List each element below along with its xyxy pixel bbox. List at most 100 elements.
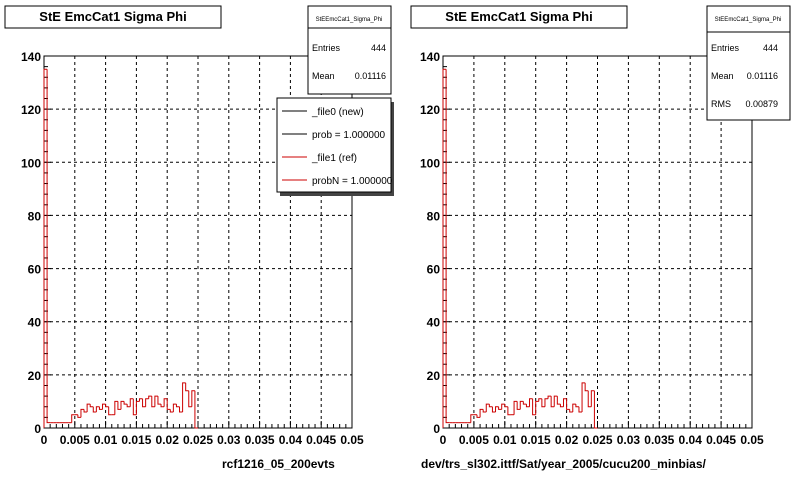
histogram-bin [544,398,549,407]
histogram-bin [194,390,198,429]
right-stats-entries-value: 444 [763,43,778,53]
x-tick-label: 0.04 [279,433,303,447]
histogram-bin [522,401,527,405]
left-stats-box [307,5,392,95]
histogram-bin [516,401,521,410]
histogram-bin [89,404,94,408]
legend-entry-3: probN = 1.000000 [312,176,393,187]
histogram-bin [163,398,168,407]
right-plot-area: 0 0.005 0.01 0.015 0.02 0.025 0.03 0.035 0.04 0.0… [420,50,764,447]
y-tick-label: 80 [427,209,441,223]
left-stats-entries-value: 444 [371,43,386,53]
y-tick-label: 140 [420,50,440,64]
histogram-bin [188,390,192,408]
histogram-bin [151,396,155,408]
legend-entry-0: _file0 (new) [311,107,364,118]
histogram-bin [135,400,140,415]
histogram-bin [46,69,51,424]
histogram-bin [519,400,524,410]
histogram-bin [504,404,508,408]
histogram-bin [578,406,583,413]
y-tick-label: 100 [420,156,440,170]
histogram-bin [513,400,518,415]
histogram-bin [157,396,162,405]
histogram-bin [169,409,174,413]
x-tick-label: 0.025 [183,433,213,447]
histogram-bin [83,409,88,413]
histogram-bin [532,398,536,416]
histogram-bin [584,382,589,392]
histogram-bin [590,390,595,407]
x-tick-label: 0.015 [121,433,151,447]
histogram-bin [102,403,106,410]
x-tick-label: 0.02 [156,433,180,447]
y-tick-label: 0 [34,422,41,436]
histogram-bin [563,398,567,407]
x-tick-label: 0.05 [740,433,764,447]
x-tick-label: 0.005 [60,433,90,447]
histogram-bin [442,68,447,428]
histogram-bin [43,68,48,428]
histogram-bin [172,403,177,413]
histogram-bin [556,396,561,405]
histogram-bin [175,404,180,408]
y-tick-label: 140 [21,50,41,64]
right-panel: StE EmcCat1 Sigma Phi 0 0.005 0.01 0.015 0.0… [410,5,791,471]
right-stats-name: StEEmcCat1_Sigma_Phi [715,17,782,23]
y-tick-label: 20 [28,369,42,383]
histogram-bin [114,400,118,415]
y-tick-label: 80 [28,209,42,223]
histogram-bin [138,398,143,402]
right-stats-box [706,5,791,121]
histogram-bin [488,404,493,408]
right-stats-mean-value: 0.01116 [747,71,778,81]
histogram-bin [117,401,121,410]
left-stats-name: StEEmcCat1_Sigma_Phi [316,17,383,23]
histogram-bin [71,414,75,423]
x-tick-label: 0.045 [706,433,736,447]
histogram-bin [123,401,128,405]
histogram-bin [129,398,134,407]
x-tick-label: 0.035 [644,433,674,447]
histogram-bin [498,406,502,410]
x-tick-label: 0.005 [459,433,489,447]
y-tick-label: 20 [427,369,441,383]
histogram-bin [126,404,131,408]
left-title-box [4,5,222,29]
x-tick-label: 0.01 [94,433,118,447]
histogram-bin [572,403,576,413]
right-stats-entries-label: Entries [711,43,740,53]
histogram-bin [160,404,165,408]
histogram-bin [559,404,564,408]
left-stats-mean-label: Mean [312,71,335,81]
y-tick-label: 120 [420,103,440,117]
legend-box [276,97,392,193]
histogram-bin [132,398,137,416]
left-footer: rcf1216_05_200evts [222,457,335,471]
y-tick-label: 60 [427,263,441,277]
histogram-bin [581,382,586,413]
histogram-bin [154,395,158,407]
histogram-bin [479,408,484,418]
y-tick-label: 0 [433,422,440,436]
histogram-bin [142,398,146,408]
histogram-bin [587,390,592,408]
histogram-bin [495,406,499,413]
histogram-bin [166,398,171,410]
legend-entry-2: _file1 (ref) [311,153,357,164]
histogram-bin [525,404,530,408]
right-stats-mean-label: Mean [711,71,734,81]
left-plot-area: 0 0.005 0.01 0.015 0.02 0.025 0.03 0.035 0.04 0.0… [21,50,364,447]
histogram-bin [120,400,125,410]
y-tick-label: 120 [21,103,41,117]
legend-entry-1: prob = 1.000000 [312,130,386,141]
x-tick-label: 0.03 [217,433,241,447]
histogram-bin [86,403,91,413]
histogram-bin [95,406,100,413]
right-stats-rms-value: 0.00879 [745,99,778,109]
x-tick-label: 0.04 [679,433,703,447]
histogram-bin [535,400,539,415]
x-tick-label: 0.025 [582,433,612,447]
histogram-bin [538,398,542,402]
